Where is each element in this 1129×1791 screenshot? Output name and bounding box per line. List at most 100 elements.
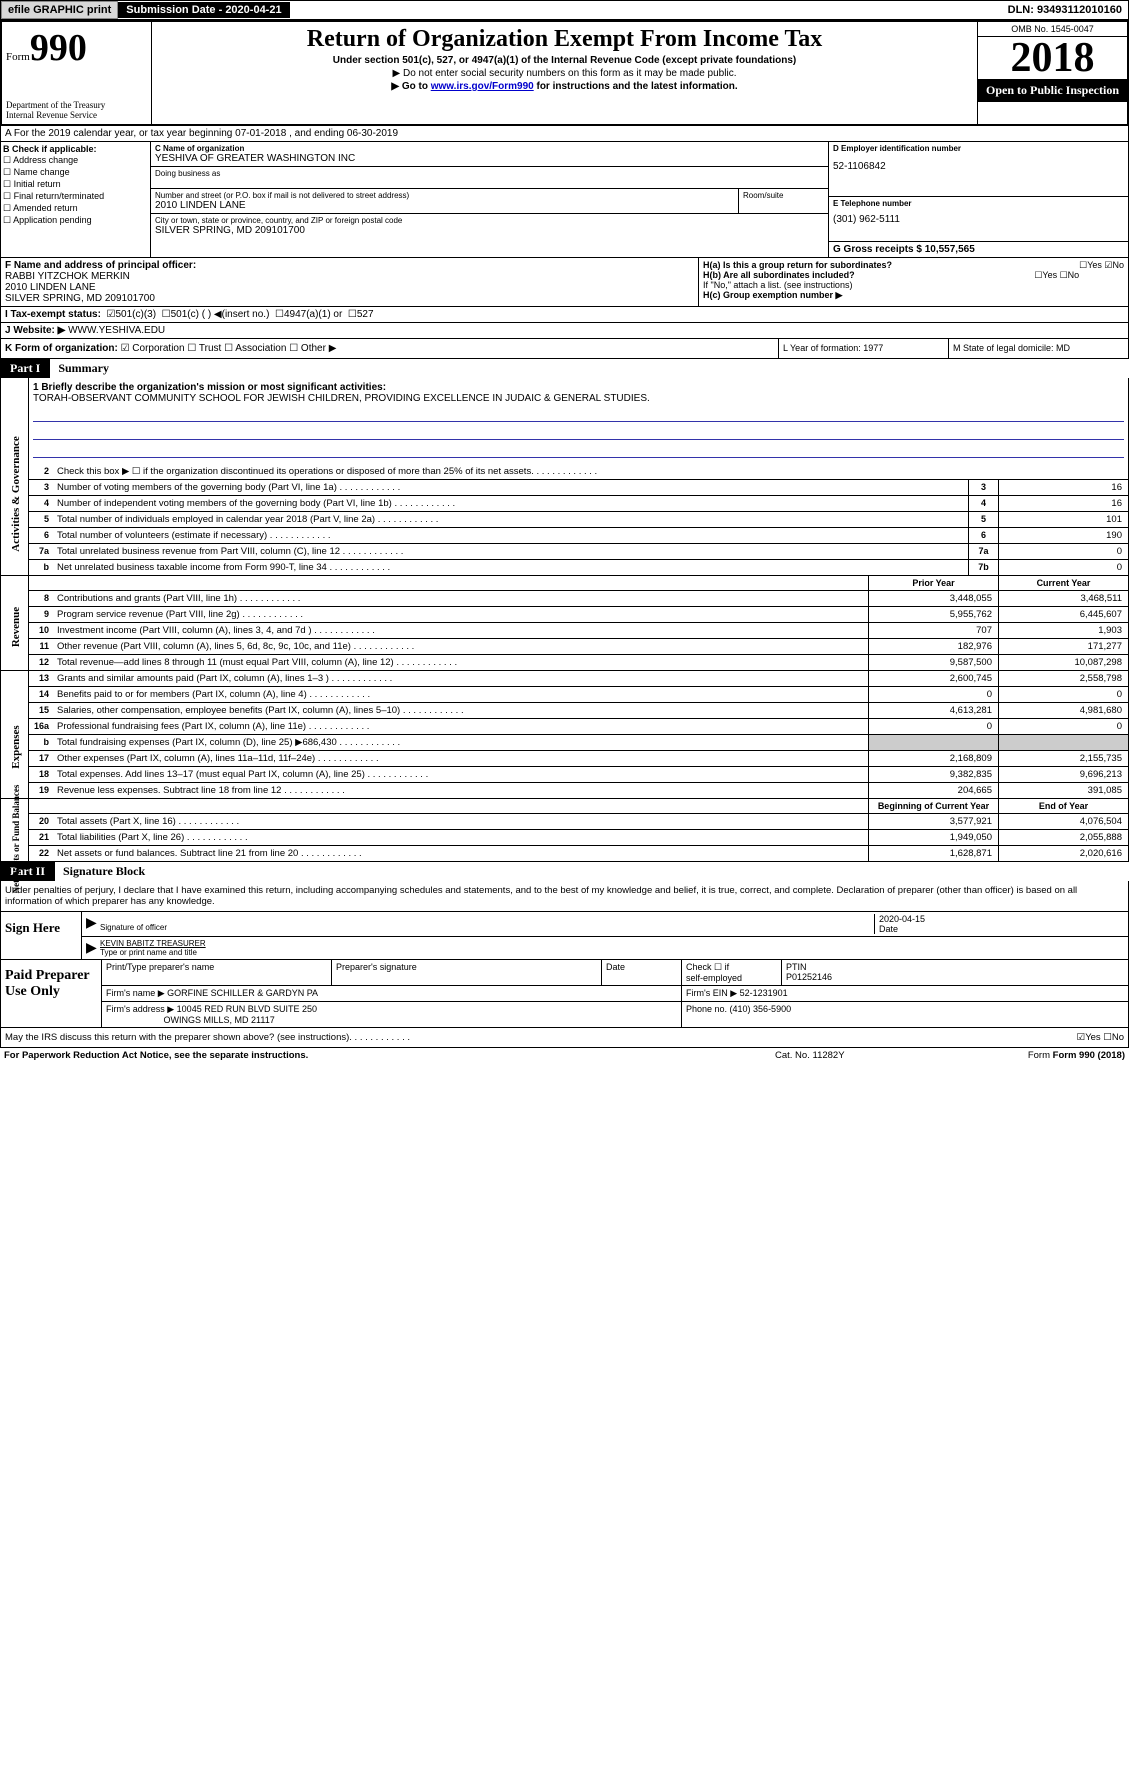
addr-value: 2010 LINDEN LANE — [155, 200, 734, 211]
check-final[interactable]: ☐ Final return/terminated — [3, 191, 148, 202]
line-num: 16a — [29, 719, 53, 734]
form990-link[interactable]: www.irs.gov/Form990 — [431, 81, 534, 92]
dba-label: Doing business as — [155, 169, 824, 178]
line-text: Revenue less expenses. Subtract line 18 … — [53, 783, 868, 798]
line-num: 11 — [29, 639, 53, 654]
tax-status-label: I Tax-exempt status: — [5, 309, 101, 320]
firm-name-cell: Firm's name ▶ GORFINE SCHILLER & GARDYN … — [102, 986, 682, 1001]
line-val: 16 — [998, 496, 1128, 511]
summary-line: 15 Salaries, other compensation, employe… — [29, 703, 1128, 719]
line-text: Number of voting members of the governin… — [53, 480, 968, 495]
line-num: 13 — [29, 671, 53, 686]
line-text: Professional fundraising fees (Part IX, … — [53, 719, 868, 734]
line-num: 3 — [29, 480, 53, 495]
line-text: Number of independent voting members of … — [53, 496, 968, 511]
line-num: 15 — [29, 703, 53, 718]
summary-line: 11 Other revenue (Part VIII, column (A),… — [29, 639, 1128, 655]
sig-name-field: KEVIN BABITZ TREASURERType or print name… — [100, 939, 1124, 957]
korg-left: K Form of organization: ☑ Corporation ☐ … — [1, 339, 778, 358]
check-application[interactable]: ☐ Application pending — [3, 215, 148, 226]
phone-value: (301) 962-5111 — [833, 214, 1124, 225]
addr-box: Number and street (or P.O. box if mail i… — [151, 189, 738, 214]
officer-label: F Name and address of principal officer: — [5, 260, 694, 271]
ein-label: D Employer identification number — [833, 144, 1124, 153]
sig-arrow-icon: ▶ — [86, 914, 100, 934]
year-headers: Prior Year Current Year — [29, 576, 1128, 591]
ha-box: H(a) Is this a group return for subordin… — [698, 258, 1128, 306]
line-text: Program service revenue (Part VIII, line… — [53, 607, 868, 622]
line-num: 19 — [29, 783, 53, 798]
check-amended[interactable]: ☐ Amended return — [3, 203, 148, 214]
officer-addr1: 2010 LINDEN LANE — [5, 282, 694, 293]
current-val: 1,903 — [998, 623, 1128, 638]
ha-b-label: H(b) Are all subordinates included? — [703, 270, 855, 280]
prior-val: 0 — [868, 687, 998, 702]
prior-val: 2,600,745 — [868, 671, 998, 686]
current-val: 391,085 — [998, 783, 1128, 798]
line-val: 0 — [998, 544, 1128, 559]
prior-val: 182,976 — [868, 639, 998, 654]
line-text: Total number of individuals employed in … — [53, 512, 968, 527]
line-num: 6 — [29, 528, 53, 543]
line-box: 4 — [968, 496, 998, 511]
form-header: Form990 Department of the Treasury Inter… — [0, 20, 1129, 126]
line-text: Investment income (Part VIII, column (A)… — [53, 623, 868, 638]
firm-phone: Phone no. (410) 356-5900 — [682, 1002, 1128, 1027]
col-mid: C Name of organization YESHIVA OF GREATE… — [151, 142, 828, 257]
discuss-text: May the IRS discuss this return with the… — [5, 1032, 349, 1043]
room-box: Room/suite — [738, 189, 828, 214]
current-val: 4,981,680 — [998, 703, 1128, 718]
phone-label: E Telephone number — [833, 199, 1124, 208]
current-val: 0 — [998, 687, 1128, 702]
check-name[interactable]: ☐ Name change — [3, 167, 148, 178]
check-address[interactable]: ☐ Address change — [3, 155, 148, 166]
prior-val: 9,382,835 — [868, 767, 998, 782]
room-label: Room/suite — [743, 191, 824, 200]
submission-date-label: Submission Date - 2020-04-21 — [118, 2, 289, 18]
line-text: Other expenses (Part IX, column (A), lin… — [53, 751, 868, 766]
col-b-header: B Check if applicable: — [3, 144, 148, 154]
current-val: 3,468,511 — [998, 591, 1128, 606]
line-text: Contributions and grants (Part VIII, lin… — [53, 591, 868, 606]
efile-print-button[interactable]: efile GRAPHIC print — [1, 1, 118, 19]
check-initial[interactable]: ☐ Initial return — [3, 179, 148, 190]
line-box: 6 — [968, 528, 998, 543]
korg-opts: ☑ Corporation ☐ Trust ☐ Association ☐ Ot… — [121, 343, 337, 354]
officer-addr2: SILVER SPRING, MD 209101700 — [5, 293, 694, 304]
line-text: Total revenue—add lines 8 through 11 (mu… — [53, 655, 868, 670]
summary-line: 22 Net assets or fund balances. Subtract… — [29, 846, 1128, 861]
net-section: Net Assets or Fund Balances Beginning of… — [0, 799, 1129, 862]
line-box: 7b — [968, 560, 998, 575]
mission-label: 1 Briefly describe the organization's mi… — [33, 382, 1124, 393]
part2-num: Part II — [0, 862, 55, 881]
line-num: 5 — [29, 512, 53, 527]
line-text: Total number of volunteers (estimate if … — [53, 528, 968, 543]
addr-label: Number and street (or P.O. box if mail i… — [155, 191, 734, 200]
prep-col2: Preparer's signature — [332, 960, 602, 985]
summary-line: 8 Contributions and grants (Part VIII, l… — [29, 591, 1128, 607]
prior-val: 5,955,762 — [868, 607, 998, 622]
line-text: Net unrelated business taxable income fr… — [53, 560, 968, 575]
net-headers: Beginning of Current Year End of Year — [29, 799, 1128, 814]
discuss-row: May the IRS discuss this return with the… — [0, 1028, 1129, 1048]
line-num: 10 — [29, 623, 53, 638]
ein-box: D Employer identification number 52-1106… — [829, 142, 1128, 197]
vert-gov: Activities & Governance — [10, 429, 22, 559]
main-info-grid: B Check if applicable: ☐ Address change … — [0, 142, 1129, 258]
summary-line: b Total fundraising expenses (Part IX, c… — [29, 735, 1128, 751]
line-box: 7a — [968, 544, 998, 559]
form-line1: ▶ Do not enter social security numbers o… — [156, 68, 973, 79]
line-text: Benefits paid to or for members (Part IX… — [53, 687, 868, 702]
tax-opt3: 4947(a)(1) or — [284, 309, 342, 320]
current-val: 6,445,607 — [998, 607, 1128, 622]
footer-right: Form Form 990 (2018) — [975, 1050, 1125, 1061]
preparer-row: Paid Preparer Use Only Print/Type prepar… — [0, 960, 1129, 1028]
prior-val: 2,168,809 — [868, 751, 998, 766]
gross-box: G Gross receipts $ 10,557,565 — [829, 242, 1128, 257]
sig-officer-field[interactable]: Signature of officer — [100, 914, 874, 934]
line-num: b — [29, 560, 53, 575]
prep-col3: Date — [602, 960, 682, 985]
korg-state: M State of legal domicile: MD — [948, 339, 1128, 358]
line-num: 2 — [29, 464, 53, 479]
part1-header: Part I Summary — [0, 359, 1129, 378]
